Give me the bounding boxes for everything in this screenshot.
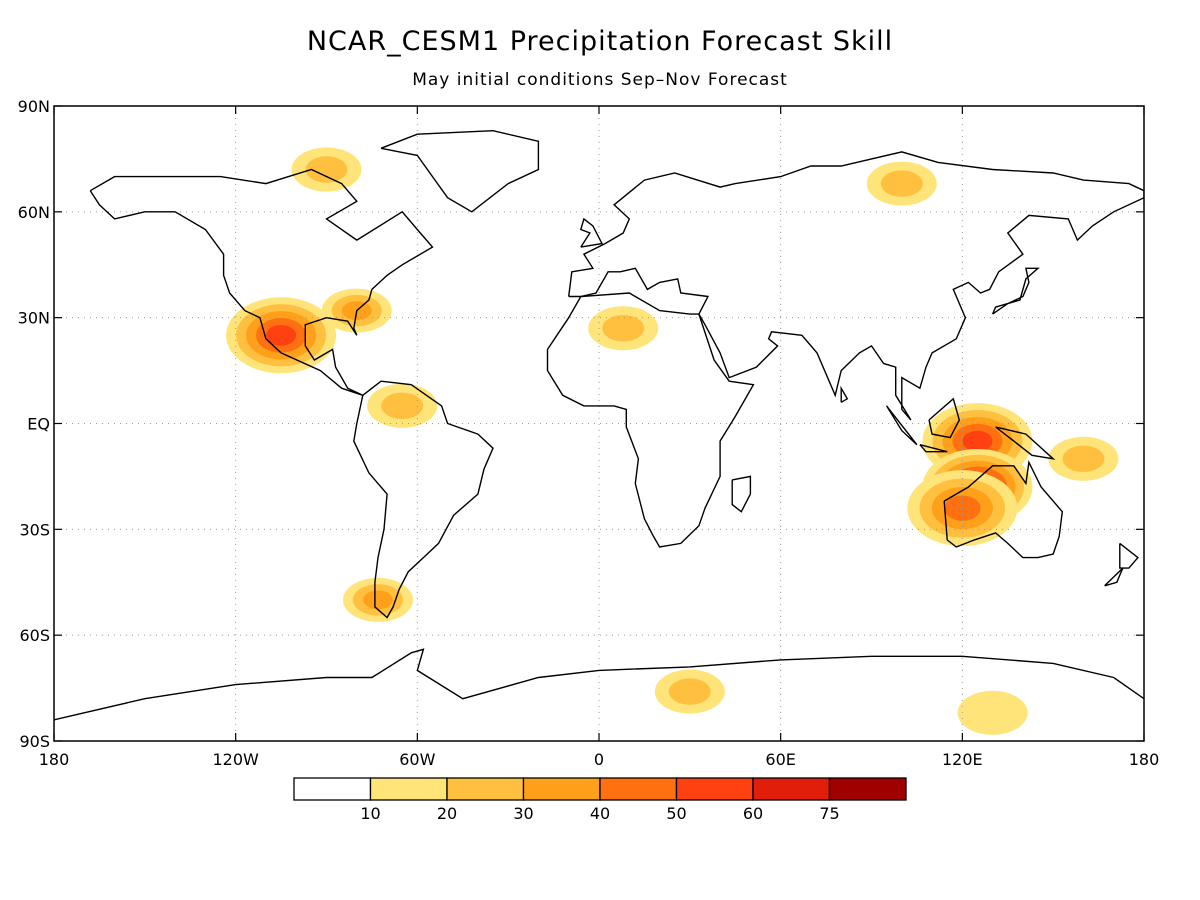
colorbar-swatch <box>599 777 678 801</box>
chart-subtitle: May initial conditions Sep–Nov Forecast <box>412 70 788 90</box>
colorbar-label: 10 <box>360 804 380 823</box>
lat-tick-label: 60S <box>19 626 50 645</box>
coastline <box>919 444 948 453</box>
colorbar-label: 50 <box>666 804 686 823</box>
lat-tick-label: 60N <box>18 203 50 222</box>
lat-tick-label: EQ <box>27 415 50 434</box>
coastline <box>1119 542 1139 569</box>
coastline <box>89 168 434 396</box>
skill-field <box>226 147 1119 735</box>
chart-title: NCAR_CESM1 Precipitation Forecast Skill <box>306 26 894 57</box>
skill-contour <box>957 690 1028 735</box>
colorbar: 10 20 30 40 50 60 75 <box>293 777 907 823</box>
skill-contour <box>305 156 348 183</box>
lon-tick-label: 180 <box>1129 750 1160 769</box>
coastline <box>731 475 752 513</box>
skill-contour <box>1062 445 1105 472</box>
colorbar-swatch <box>293 777 372 801</box>
lon-tick-label: 120W <box>212 750 259 769</box>
skill-contour <box>880 170 923 197</box>
skill-region <box>654 669 725 714</box>
coastline <box>54 648 1144 721</box>
colorbar-label: 60 <box>743 804 763 823</box>
coastline <box>943 459 1064 559</box>
coastlines <box>54 129 1144 721</box>
lon-tick-label: 60W <box>399 750 435 769</box>
colorbar-swatch <box>522 777 601 801</box>
coastline <box>579 217 604 248</box>
coastline <box>995 426 1056 460</box>
colorbar-swatch <box>446 777 525 801</box>
colorbar-label: 40 <box>590 804 610 823</box>
lat-tick-label: 90N <box>18 97 50 116</box>
lon-tick-label: 0 <box>594 750 604 769</box>
skill-region <box>588 306 659 351</box>
skill-contour <box>362 590 393 610</box>
skill-region <box>226 297 337 374</box>
lon-tick-label: 180 <box>39 750 70 769</box>
colorbar-swatch <box>675 777 754 801</box>
coastline <box>928 397 961 439</box>
skill-contour <box>602 315 645 342</box>
lon-tick-label: 120E <box>942 750 983 769</box>
coastline <box>380 129 540 213</box>
coastline <box>546 292 755 548</box>
skill-region <box>866 161 937 206</box>
colorbar-swatch <box>752 777 831 801</box>
lat-tick-label: 30S <box>19 520 50 539</box>
lat-tick-label: 90S <box>19 732 50 751</box>
skill-region <box>1048 436 1119 481</box>
colorbar-swatch <box>369 777 448 801</box>
skill-region <box>291 147 362 192</box>
skill-contour <box>266 324 297 346</box>
colorbar-label: 75 <box>819 804 839 823</box>
coastline <box>353 380 494 619</box>
skill-region <box>367 383 438 428</box>
colorbar-swatch <box>828 777 907 801</box>
colorbar-label: 20 <box>437 804 457 823</box>
lon-tick-label: 60E <box>765 750 795 769</box>
coastline <box>568 151 1144 421</box>
coastline <box>1104 567 1124 587</box>
skill-contour <box>962 430 993 452</box>
lat-tick-label: 30N <box>18 309 50 328</box>
skill-contour <box>668 678 711 705</box>
skill-region <box>342 577 413 622</box>
coastline <box>840 385 849 403</box>
skill-region <box>957 690 1028 735</box>
skill-contour <box>381 392 424 420</box>
coastline <box>886 405 918 446</box>
coastline <box>991 267 1040 315</box>
colorbar-label: 30 <box>513 804 533 823</box>
